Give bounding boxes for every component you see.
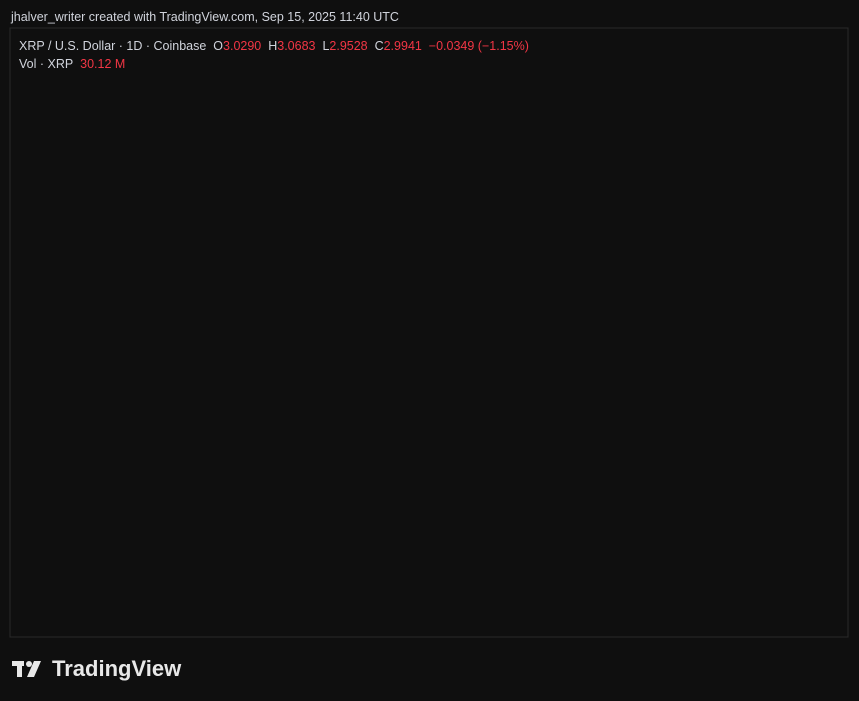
symbol: XRP / U.S. Dollar · 1D · Coinbase	[19, 39, 207, 53]
low: 2.9528	[329, 39, 368, 53]
logo-icon	[12, 661, 41, 677]
high: 3.0683	[277, 39, 316, 53]
c-label: C	[374, 39, 384, 53]
vol-value: 30.12 M	[80, 57, 126, 71]
legend-volume: Vol · XRP 30.12 M	[19, 57, 125, 71]
l-label: L	[322, 39, 330, 53]
open: 3.0290	[223, 39, 262, 53]
vol-label: Vol · XRP	[19, 57, 74, 71]
change: −0.0349 (−1.15%)	[428, 39, 529, 53]
logo-text: TradingView	[52, 656, 182, 681]
o-label: O	[213, 39, 224, 53]
attribution: jhalver_writer created with TradingView.…	[11, 10, 399, 24]
legend-ohlc: XRP / U.S. Dollar · 1D · Coinbase O3.029…	[19, 39, 529, 53]
close: 2.9941	[383, 39, 422, 53]
chart-frame	[9, 27, 849, 638]
logo: TradingView	[12, 656, 181, 682]
h-label: H	[268, 39, 278, 53]
